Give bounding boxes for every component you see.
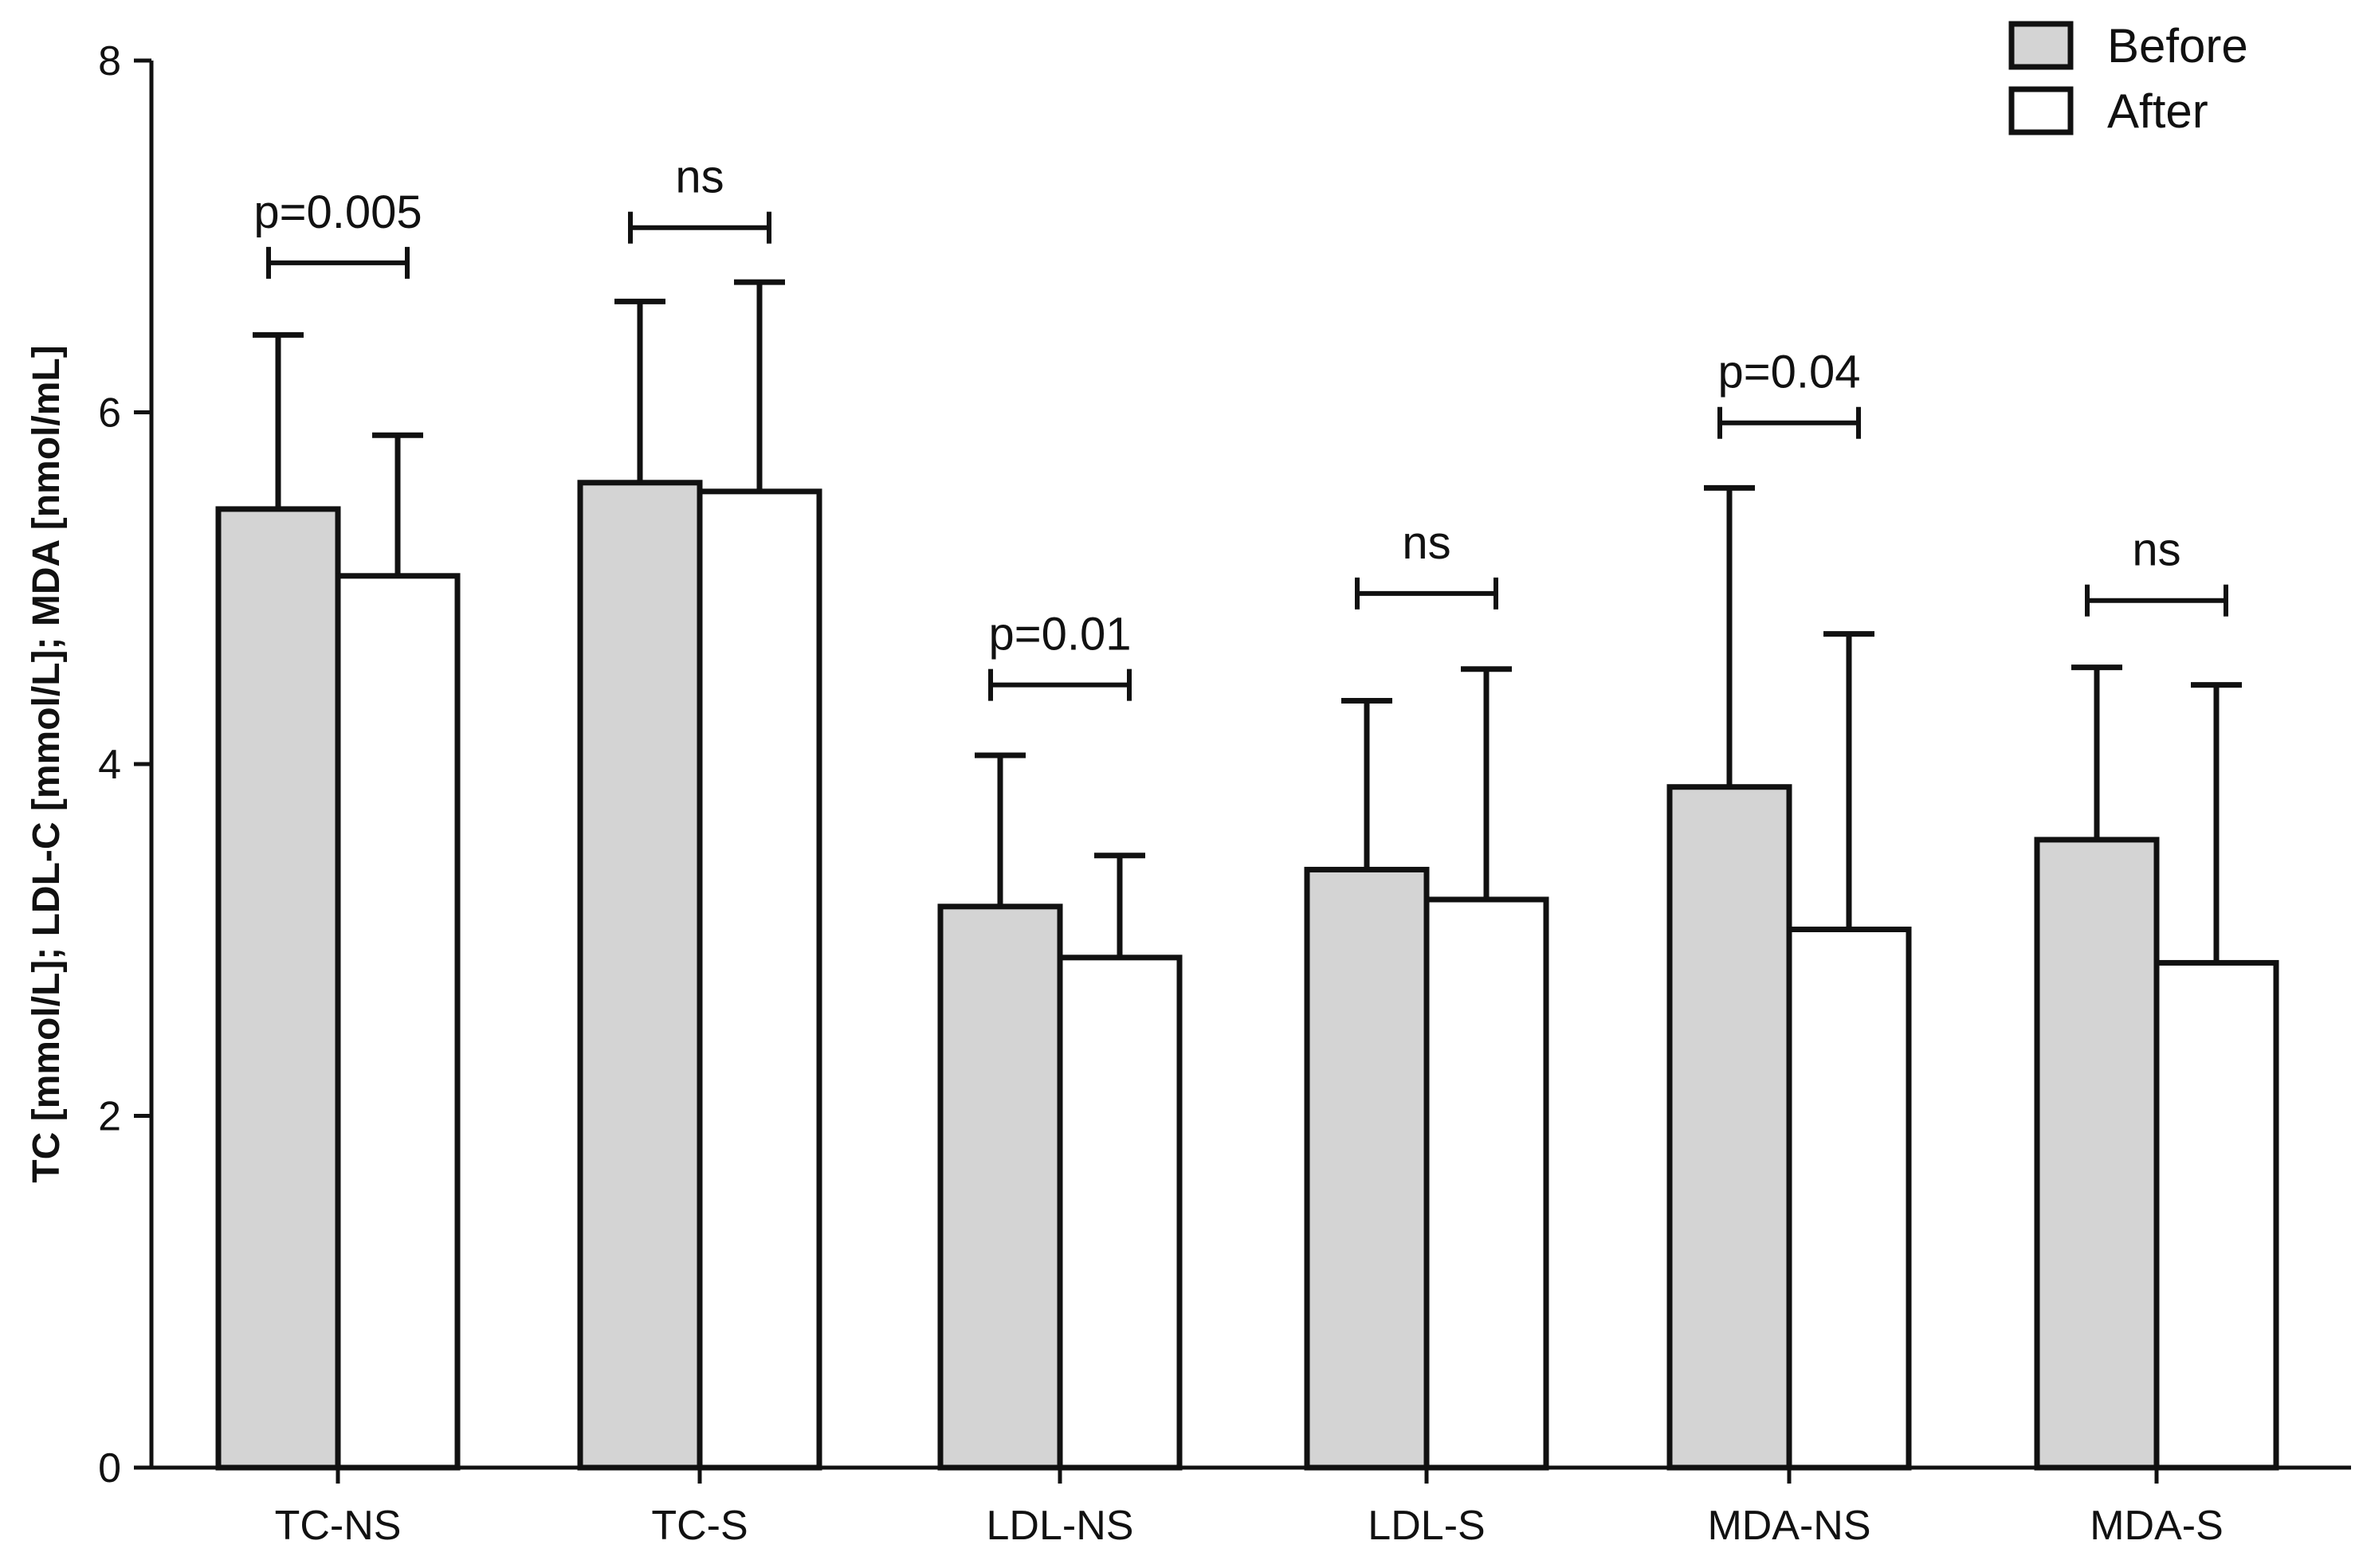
x-tick-label: TC-S (651, 1503, 748, 1549)
x-tick-label: LDL-NS (987, 1503, 1134, 1549)
legend-swatch-before (2008, 21, 2074, 70)
legend-label-before: Before (2107, 19, 2248, 73)
sig-label: ns (675, 151, 724, 203)
bar-before-mda-ns (1666, 784, 1792, 1471)
bars (215, 279, 2279, 1471)
sig-label: p=0.005 (253, 186, 422, 238)
bar-after-ldl-ns (1057, 955, 1183, 1471)
legend: Before After (2008, 19, 2248, 138)
sig-label: p=0.04 (1717, 347, 1860, 398)
bar-before-tc-s (577, 480, 703, 1471)
sig-label: ns (1402, 517, 1450, 569)
y-tick-label: 4 (98, 742, 121, 788)
bar-before-ldl-s (1304, 866, 1430, 1471)
y-tick-label: 6 (98, 390, 121, 437)
y-tick-label: 8 (98, 38, 121, 84)
bar-before-mda-s (2034, 837, 2160, 1471)
bar-after-tc-s (697, 488, 822, 1471)
x-tick-label: MDA-S (2090, 1503, 2224, 1549)
bar-after-mda-s (2153, 959, 2279, 1471)
bar-before-tc-ns (215, 506, 341, 1471)
y-tick-label: 0 (98, 1445, 121, 1492)
y-tick-label: 2 (98, 1094, 121, 1140)
axes: 0 2 4 6 8 TC [mmol/L]; LDL-C [mmol/L]; MDA [n… (26, 38, 2351, 1549)
legend-label-after: After (2107, 84, 2208, 138)
bar-after-tc-ns (335, 573, 461, 1471)
significance-annotations: p=0.005 ns p=0.01 ns p=0.04 ns (253, 151, 2228, 701)
bar-after-ldl-s (1423, 896, 1549, 1471)
bar-after-mda-ns (1786, 927, 1912, 1471)
sig-label: ns (2132, 524, 2180, 576)
sig-label: p=0.01 (988, 609, 1131, 661)
x-tick-label: LDL-S (1368, 1503, 1485, 1549)
x-tick-label: TC-NS (275, 1503, 402, 1549)
y-axis-title: TC [mmol/L]; LDL-C [mmol/L]; MDA [nmol/m… (26, 345, 68, 1182)
bar-before-ldl-ns (937, 904, 1063, 1471)
x-tick-label: MDA-NS (1707, 1503, 1870, 1549)
legend-swatch-after (2008, 86, 2074, 135)
